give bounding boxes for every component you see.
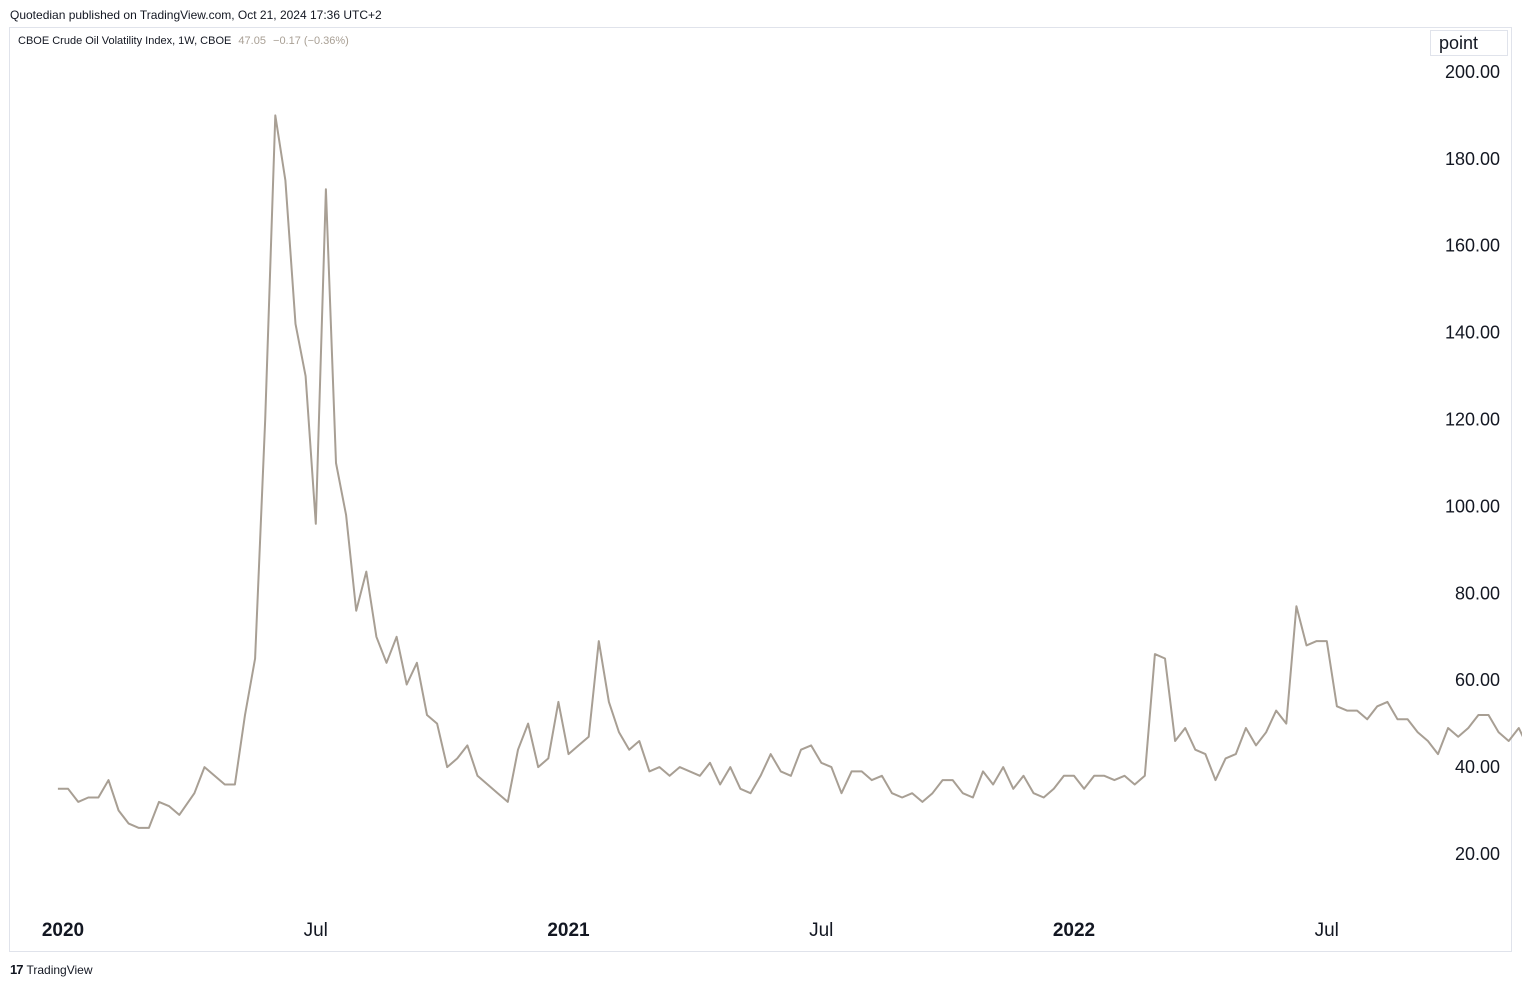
y-tick-label: 200.00 — [1445, 62, 1500, 82]
x-tick-label: Jul — [304, 920, 328, 941]
y-tick-label: 140.00 — [1445, 323, 1500, 343]
x-tick-label: Jul — [1315, 920, 1339, 941]
y-tick-label: 100.00 — [1445, 496, 1500, 516]
footer-brand: TradingView — [26, 962, 93, 977]
footer: 17 TradingView — [10, 962, 93, 977]
y-tick-label: 80.00 — [1455, 583, 1500, 603]
series-line — [57, 114, 1522, 829]
chart-legend[interactable]: CBOE Crude Oil Volatility Index, 1W, CBO… — [18, 35, 349, 47]
publisher-caption: Quotedian published on TradingView.com, … — [10, 8, 382, 22]
y-tick-label: 180.00 — [1445, 149, 1500, 169]
chart-frame — [9, 27, 1512, 952]
unit-selector[interactable]: point — [1430, 30, 1508, 56]
y-tick-label: 20.00 — [1455, 844, 1500, 864]
legend-last-value: 47.05 — [238, 35, 266, 47]
legend-change: −0.17 (−0.36%) — [273, 35, 349, 47]
y-tick-label: 60.00 — [1455, 670, 1500, 690]
x-tick-label: 2021 — [547, 920, 590, 941]
x-tick-label: Jul — [809, 920, 833, 941]
x-tick-label: 2020 — [42, 920, 84, 941]
y-tick-label: 40.00 — [1455, 757, 1500, 777]
y-tick-label: 160.00 — [1445, 236, 1500, 256]
tradingview-logo-icon: 17 — [10, 962, 24, 977]
x-axis: 2020Jul2021Jul2022Jul2023Jul2024Jul2025 — [42, 920, 1339, 941]
y-tick-label: 120.00 — [1445, 410, 1500, 430]
x-tick-label: 2022 — [1053, 920, 1095, 941]
legend-title: CBOE Crude Oil Volatility Index, 1W, CBO… — [18, 35, 232, 47]
y-axis: 200.00 180.00 160.00 140.00 120.00 100.00 80.0… — [1445, 62, 1500, 864]
